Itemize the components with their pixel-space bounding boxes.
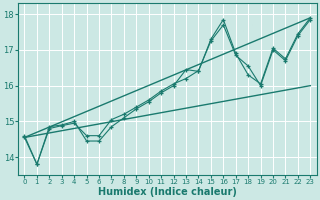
X-axis label: Humidex (Indice chaleur): Humidex (Indice chaleur) bbox=[98, 187, 237, 197]
